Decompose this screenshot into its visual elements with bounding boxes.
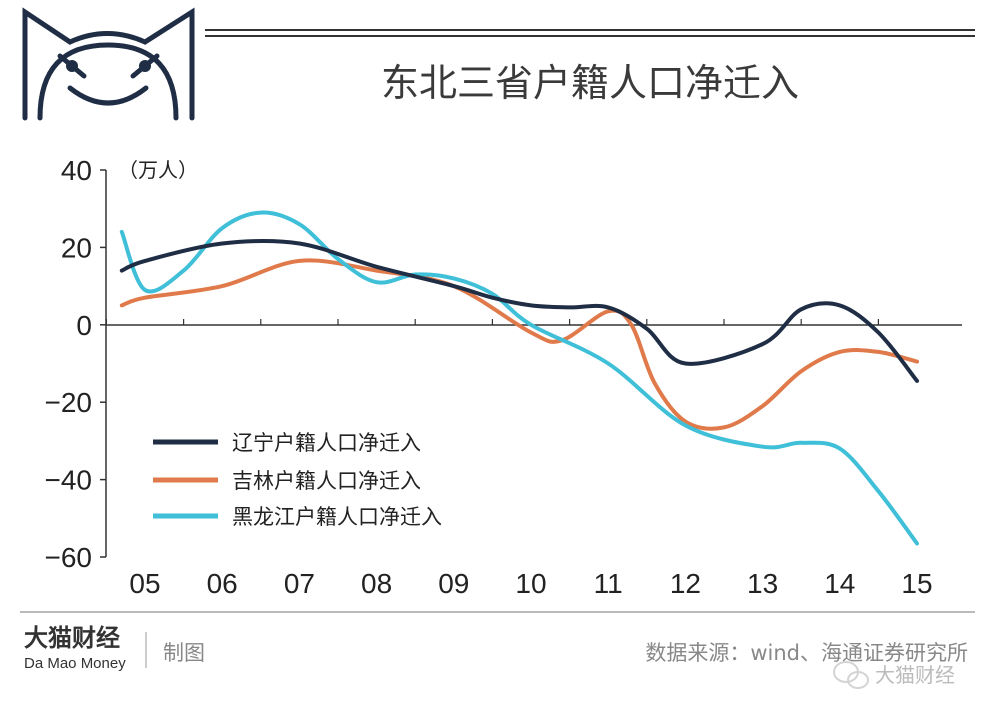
y-tick-label: −60 — [45, 542, 93, 573]
x-tick-label: 09 — [438, 568, 469, 599]
y-tick-label: 20 — [61, 232, 92, 263]
watermark-text: 大猫财经 — [875, 663, 955, 687]
data-source: 数据来源：wind、海通证券研究所 — [645, 641, 968, 665]
series-line-liaoning — [119, 238, 919, 383]
y-tick-label: 40 — [61, 155, 92, 186]
y-tick-marks: 40 20 0 −20 −40 −60 — [45, 155, 106, 573]
x-tick-label: 06 — [207, 568, 238, 599]
x-tick-label: 05 — [129, 568, 160, 599]
x-tick-label: 14 — [824, 568, 855, 599]
y-tick-label: −40 — [45, 465, 93, 496]
x-tick-label: 13 — [747, 568, 778, 599]
y-tick-label: 0 — [76, 310, 92, 341]
brand-name-en: Da Mao Money — [24, 655, 126, 672]
x-tick-label: 15 — [901, 568, 932, 599]
x-tick-label: 08 — [361, 568, 392, 599]
legend-label-liaoning: 辽宁户籍人口净迁入 — [232, 431, 421, 455]
x-tick-marks: 05 06 07 08 09 10 11 12 13 14 15 — [105, 319, 933, 599]
series-layer — [119, 210, 919, 546]
legend-label-heilongjiang: 黑龙江户籍人口净迁入 — [232, 505, 442, 529]
made-by-label: 制图 — [163, 641, 205, 665]
x-tick-label: 12 — [670, 568, 701, 599]
x-tick-label: 11 — [594, 568, 623, 599]
series-line-jilin — [119, 258, 919, 431]
chart-title: 东北三省户籍人口净迁入 — [381, 61, 799, 105]
cat-face-icon — [22, 7, 195, 121]
series-line-heilongjiang — [119, 210, 919, 546]
legend-label-jilin: 吉林户籍人口净迁入 — [232, 469, 421, 493]
y-axis-unit: （万人） — [118, 158, 198, 182]
brand-name-cn: 大猫财经 — [24, 624, 120, 652]
y-tick-label: −20 — [45, 387, 93, 418]
legend: 辽宁户籍人口净迁入 吉林户籍人口净迁入 黑龙江户籍人口净迁入 — [153, 431, 442, 529]
x-tick-label: 07 — [284, 568, 315, 599]
x-tick-label: 10 — [515, 568, 546, 599]
wechat-icon — [833, 661, 869, 689]
